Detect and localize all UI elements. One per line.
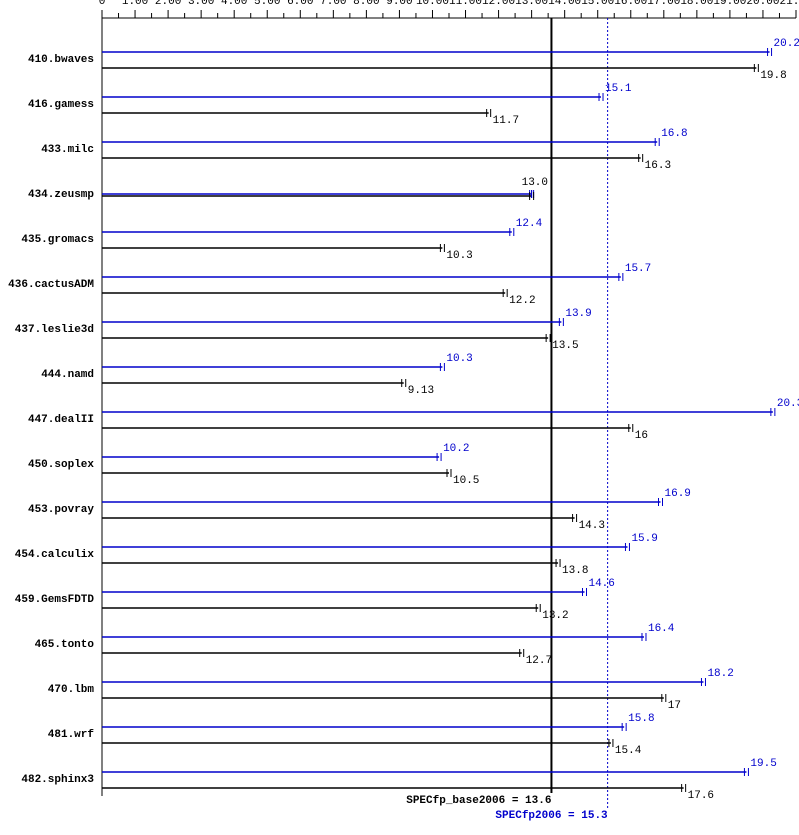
benchmark-label: 470.lbm [0,684,94,696]
benchmark-label: 433.milc [0,144,94,156]
value-label-peak: 12.4 [516,218,542,230]
benchmark-label: 450.soplex [0,459,94,471]
value-label-peak: 19.5 [750,758,776,770]
value-label-peak: 10.3 [446,353,472,365]
value-label-peak: 20.3 [777,398,799,410]
axis-tick-label: 4.00 [221,0,247,8]
axis-tick-label: 0 [99,0,106,8]
value-label-peak: 16.8 [661,128,687,140]
benchmark-label: 465.tonto [0,639,94,651]
benchmark-label: 444.namd [0,369,94,381]
axis-tick-label: 21.00 [779,0,799,8]
benchmark-label: 436.cactusADM [0,279,94,291]
value-label-base: 14.3 [579,520,605,532]
benchmark-label: 437.leslie3d [0,324,94,336]
value-label-base: 15.4 [615,745,641,757]
benchmark-label: 410.bwaves [0,54,94,66]
value-label-peak: 15.8 [628,713,654,725]
summary-peak-label: SPECfp2006 = 15.3 [495,810,607,822]
value-label-peak: 15.9 [631,533,657,545]
axis-tick-label: 7.00 [320,0,346,8]
axis-tick-label: 2.00 [155,0,181,8]
value-label-base: 16 [635,430,648,442]
value-label-base: 17 [668,700,681,712]
value-label-peak: 16.9 [665,488,691,500]
axis-tick-label: 16.00 [614,0,647,8]
value-label-peak: 15.7 [625,263,651,275]
value-label-base: 13.8 [562,565,588,577]
value-label-peak: 18.2 [707,668,733,680]
value-label-peak: 15.1 [605,83,631,95]
axis-tick-label: 17.00 [647,0,680,8]
value-label-base: 19.8 [760,70,786,82]
value-label-base: 16.3 [645,160,671,172]
value-label-peak: 13.9 [565,308,591,320]
value-label-peak: 14.6 [588,578,614,590]
benchmark-label: 435.gromacs [0,234,94,246]
axis-tick-label: 5.00 [254,0,280,8]
axis-tick-label: 13.00 [515,0,548,8]
value-label-peak: 10.2 [443,443,469,455]
spec-fp-chart: 0 1.00 2.00 3.00 4.00 5.00 6.00 7.00 8.00 9.00 10.… [0,0,799,831]
benchmark-label: 453.povray [0,504,94,516]
benchmark-label: 481.wrf [0,729,94,741]
benchmark-label: 459.GemsFDTD [0,594,94,606]
axis-tick-label: 15.00 [581,0,614,8]
value-label-base: 11.7 [493,115,519,127]
axis-tick-label: 11.00 [449,0,482,8]
benchmark-label: 434.zeusmp [0,189,94,201]
value-label-base: 13.2 [542,610,568,622]
axis-tick-label: 3.00 [188,0,214,8]
value-label-base: 10.5 [453,475,479,487]
benchmark-label: 447.dealII [0,414,94,426]
benchmark-label: 454.calculix [0,549,94,561]
axis-tick-label: 14.00 [548,0,581,8]
axis-tick-label: 1.00 [122,0,148,8]
value-label-base: 17.6 [688,790,714,802]
value-label-base: 12.7 [526,655,552,667]
axis-tick-label: 10.00 [416,0,449,8]
value-label-base: 12.2 [509,295,535,307]
axis-tick-label: 8.00 [353,0,379,8]
value-label: 13.0 [522,177,548,189]
value-label-base: 10.3 [446,250,472,262]
axis-tick-label: 6.00 [287,0,313,8]
value-label-base: 13.5 [552,340,578,352]
axis-tick-label: 12.00 [482,0,515,8]
benchmark-label: 482.sphinx3 [0,774,94,786]
axis-tick-label: 20.00 [746,0,779,8]
benchmark-label: 416.gamess [0,99,94,111]
axis-tick-label: 18.00 [680,0,713,8]
value-label-peak: 16.4 [648,623,674,635]
value-label-base: 9.13 [408,385,434,397]
summary-base-label: SPECfp_base2006 = 13.6 [406,795,551,807]
axis-tick-label: 19.00 [713,0,746,8]
axis-tick-label: 9.00 [386,0,412,8]
value-label-peak: 20.2 [774,38,799,50]
